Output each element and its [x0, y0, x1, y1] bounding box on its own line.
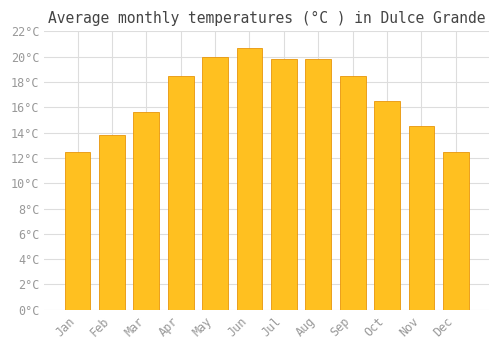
Bar [374, 101, 400, 310]
Bar [99, 135, 125, 310]
Bar [64, 152, 90, 310]
Bar [202, 57, 228, 310]
Bar [236, 48, 262, 310]
Bar [306, 59, 331, 310]
Title: Average monthly temperatures (°C ) in Dulce Grande: Average monthly temperatures (°C ) in Du… [48, 11, 486, 26]
Bar [443, 152, 468, 310]
Bar [408, 126, 434, 310]
Bar [271, 59, 297, 310]
Bar [168, 76, 194, 310]
Bar [340, 76, 365, 310]
Bar [134, 112, 159, 310]
